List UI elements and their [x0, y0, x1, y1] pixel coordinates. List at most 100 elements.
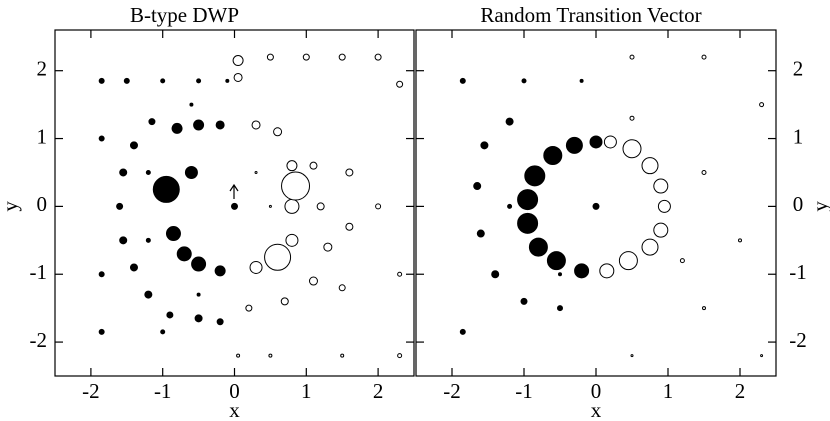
bubble [701, 169, 707, 175]
bubble [396, 80, 404, 88]
bubble [196, 78, 202, 84]
bubble [517, 212, 539, 234]
bubble [284, 198, 300, 214]
bubble [123, 77, 130, 84]
x-axis-label: x [591, 398, 602, 421]
bubble [599, 263, 615, 279]
bubble [459, 328, 466, 335]
bubble [145, 169, 151, 175]
bubble [249, 260, 263, 274]
bubble [679, 258, 685, 264]
bubble [543, 146, 563, 166]
bubble [184, 165, 198, 179]
bubble [480, 141, 489, 150]
y-tick-label: -1 [30, 260, 48, 284]
bubble [119, 236, 128, 245]
bubble [98, 135, 105, 142]
y-tick-label: -2 [30, 328, 48, 352]
bubble [165, 226, 181, 242]
bubble [148, 118, 156, 126]
bubble [622, 139, 642, 159]
bubble [176, 246, 192, 262]
bubble [144, 290, 153, 299]
bubble [641, 238, 659, 256]
bubble [189, 102, 194, 107]
x-axis-label: x [229, 398, 240, 421]
bubble [196, 292, 201, 297]
plot-frame [415, 29, 777, 377]
bubble [160, 78, 166, 84]
bubble [629, 54, 635, 60]
bubble [629, 115, 635, 121]
bubble [657, 199, 671, 213]
bubble [375, 203, 382, 210]
y-tick-label: 2 [793, 57, 804, 81]
bubble [215, 120, 225, 130]
bubble [397, 271, 403, 277]
bubble [759, 102, 765, 108]
bubble [129, 263, 138, 272]
bubble [281, 171, 311, 201]
bubble [557, 305, 563, 312]
bubble [302, 53, 310, 61]
bubble [338, 284, 346, 292]
bubble [520, 297, 528, 305]
bubble [653, 178, 669, 194]
bubble [216, 318, 224, 326]
y-tick-label: 0 [793, 192, 804, 216]
bubble [166, 311, 174, 319]
bubble [273, 127, 283, 137]
bubble [340, 353, 345, 358]
y-tick-label: 2 [37, 57, 48, 81]
x-tick-label: -1 [154, 379, 172, 403]
bubble [579, 78, 584, 83]
y-tick-label: 0 [37, 192, 48, 216]
bubble [701, 54, 707, 60]
plot-frame [54, 29, 415, 377]
bubble [507, 203, 513, 209]
x-tick-label: 0 [591, 379, 602, 403]
bubble [338, 53, 346, 61]
bubble [171, 122, 183, 134]
bubble [738, 238, 742, 243]
bubble [233, 72, 243, 82]
bubble [618, 251, 638, 271]
bubble [528, 237, 548, 257]
bubble [232, 55, 244, 67]
arrow-head [229, 183, 239, 192]
bubble [280, 297, 289, 306]
bubble [98, 271, 105, 278]
bubble [308, 276, 318, 286]
bubble [236, 353, 241, 358]
y-tick-label: -2 [789, 328, 807, 352]
bubble [309, 161, 318, 170]
bubble [214, 265, 226, 277]
bubble [630, 354, 634, 358]
y-axis-label: y [0, 201, 22, 212]
bubble [268, 353, 273, 358]
bubble [653, 222, 669, 238]
bubble [194, 314, 203, 323]
bubble [251, 120, 261, 130]
x-tick-label: 2 [373, 379, 384, 403]
bubble [193, 119, 205, 131]
bubble [345, 168, 354, 177]
bubble [603, 135, 617, 149]
bubble [160, 329, 166, 335]
x-tick-label: 1 [301, 379, 312, 403]
bubble [266, 53, 274, 61]
bubble [268, 204, 272, 208]
bubble [264, 243, 292, 271]
bubble [702, 306, 706, 311]
bubble [225, 78, 230, 83]
x-tick-label: 0 [229, 379, 240, 403]
x-tick-label: 2 [735, 379, 746, 403]
bubble [473, 182, 482, 191]
bubble [286, 160, 298, 172]
bubble [558, 272, 562, 277]
bubble [476, 229, 485, 238]
bubble [119, 168, 128, 177]
bubble [505, 117, 514, 126]
bubble [316, 202, 325, 211]
